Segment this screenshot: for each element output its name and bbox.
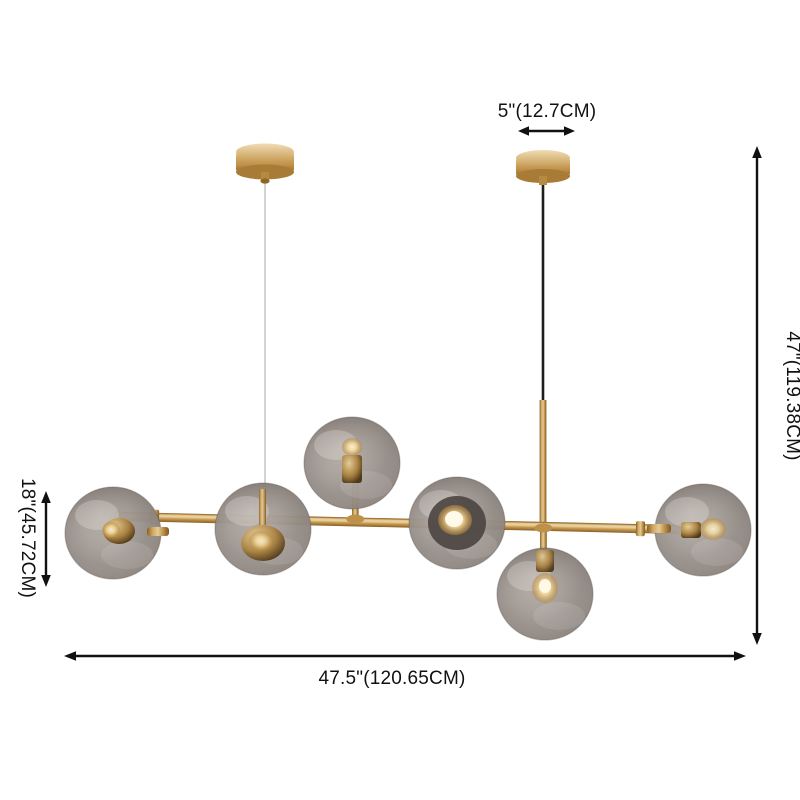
canopy-arrow [518, 126, 575, 136]
width-dimension-label: 47.5"(120.65CM) [318, 668, 465, 689]
horizontal-brass-bar [114, 509, 684, 537]
globe-6 [647, 483, 752, 577]
globe-3 [303, 416, 401, 510]
dimension-canopy: 5"(12.7CM) [498, 101, 597, 136]
stem-down-globe5 [534, 523, 553, 570]
dimension-width: 47.5"(120.65CM) [64, 651, 746, 689]
suspension-rod-brass [539, 400, 547, 528]
dimension-globe: 18"(45.72CM) [17, 478, 51, 598]
globe-1 [64, 486, 169, 580]
dimension-height: 47"(119.38CM) [752, 146, 800, 645]
ceiling-canopy-right [516, 150, 570, 185]
globe-4 [408, 476, 506, 570]
globe-dimension-label: 18"(45.72CM) [17, 478, 38, 598]
globe-5 [496, 547, 594, 641]
globe-2 [214, 482, 312, 576]
height-dimension-label: 47"(119.38CM) [782, 331, 800, 460]
suspension-left [236, 143, 294, 515]
canopy-dimension-label: 5"(12.7CM) [498, 101, 597, 122]
suspension-right [516, 150, 570, 528]
ceiling-canopy-left [236, 143, 294, 184]
